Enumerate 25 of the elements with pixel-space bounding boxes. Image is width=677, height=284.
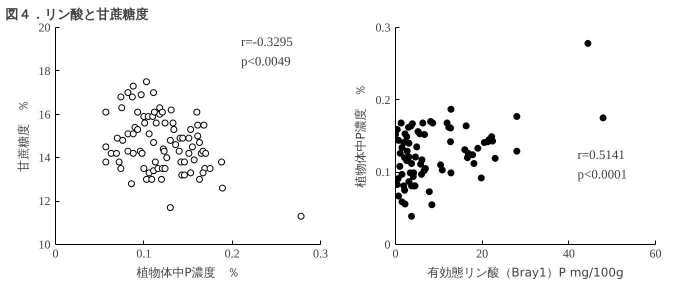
y-tick-label: 18	[38, 64, 50, 78]
x-tick-label: 0.3	[313, 246, 328, 260]
y-tick-label: 20	[38, 20, 50, 34]
x-tick-label: 0.2	[224, 246, 240, 260]
x-tick-label: 60	[650, 246, 662, 260]
y-tick-label: 16	[38, 107, 50, 122]
y-tick-label: 0.3	[376, 20, 390, 34]
y-axis-title: 甘蔗糖度 ％	[16, 100, 30, 172]
x-tick-label: 40	[562, 246, 575, 260]
y-tick-label: 10	[38, 238, 50, 252]
annotation: p<0.0049	[241, 54, 291, 69]
annotation: r=0.5141	[578, 147, 625, 162]
y-axis-title: 植物体中P濃度 ％	[354, 84, 368, 188]
x-tick-label: 0.1	[136, 246, 152, 260]
chart-title: 図４．リン酸と甘蔗糖度	[6, 6, 148, 22]
y-tick-label: 14	[38, 150, 50, 165]
y-tick-label: 0.1	[376, 165, 390, 180]
annotation: p<0.0001	[578, 166, 628, 182]
y-tick-label: 0	[384, 238, 390, 252]
x-axis-title: 植物体中P濃度 ％	[136, 266, 240, 280]
y-tick-label: 0.2	[376, 92, 390, 107]
annotation: r=-0.3295	[241, 34, 293, 50]
x-axis-title: 有効態リン酸（Bray1）P mg/100g	[427, 266, 624, 280]
y-tick-label: 12	[38, 194, 50, 208]
x-tick-label: 20	[476, 246, 488, 260]
